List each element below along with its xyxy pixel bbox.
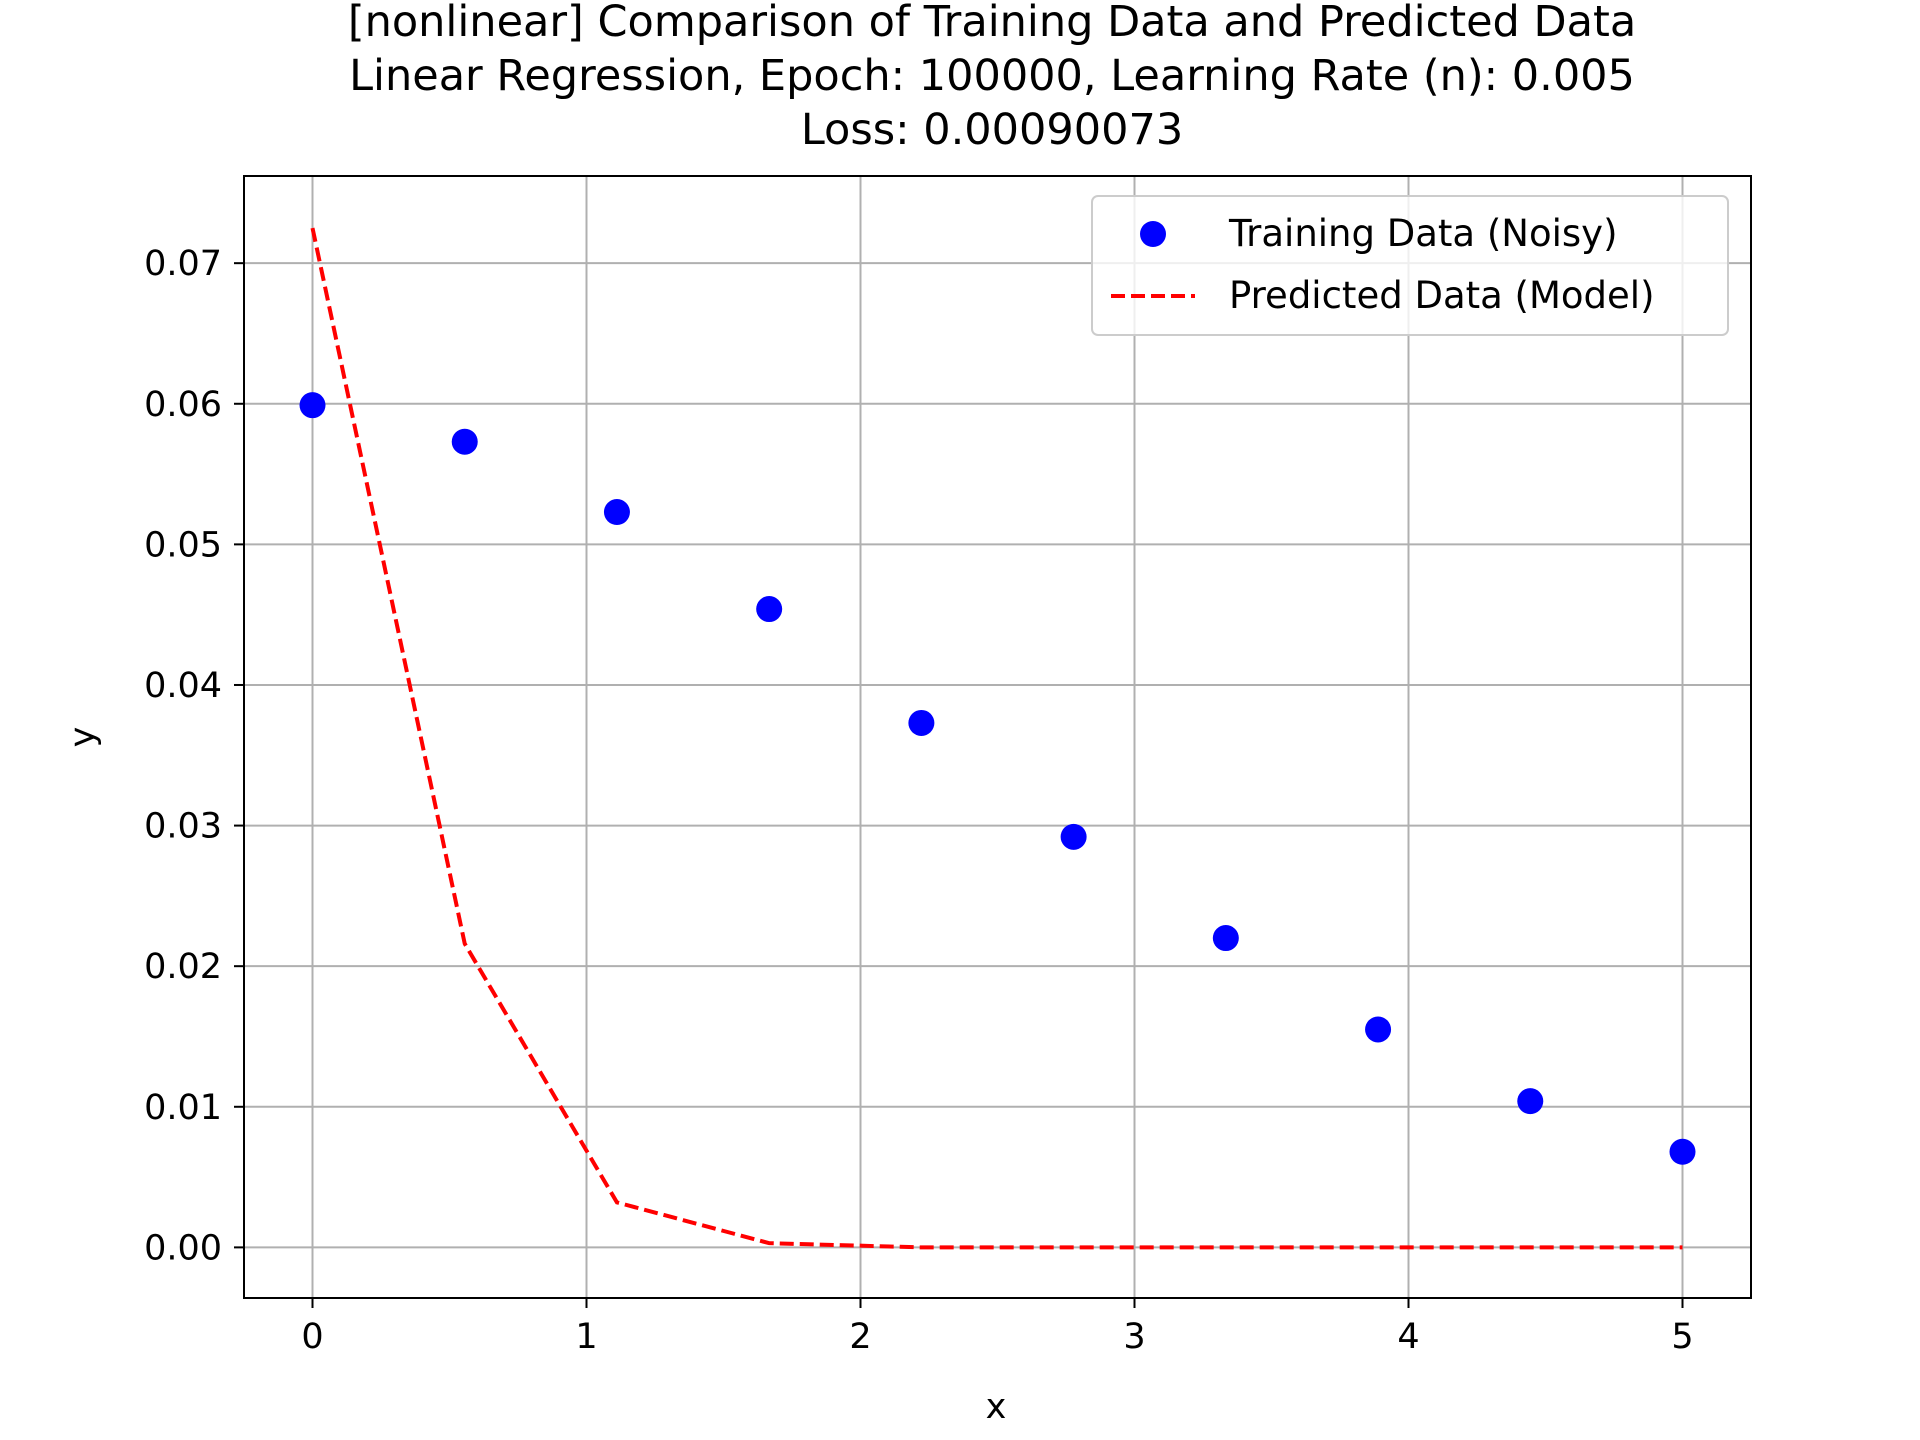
legend-label-training: Training Data (Noisy) — [1228, 212, 1618, 255]
training-point — [1365, 1016, 1392, 1043]
training-point — [908, 709, 935, 736]
y-tick-label: 0.07 — [144, 244, 222, 284]
training-point — [1669, 1138, 1696, 1165]
x-axis-label: x — [986, 1387, 1007, 1427]
y-tick-label: 0.05 — [144, 525, 222, 565]
y-tick-label: 0.06 — [144, 385, 222, 425]
x-tick-label: 5 — [1671, 1317, 1693, 1357]
x-tick-label: 4 — [1397, 1317, 1419, 1357]
chart-title: [nonlinear] Comparison of Training Data … — [348, 0, 1636, 155]
y-tick-label: 0.03 — [144, 807, 222, 847]
plot-area-frame — [243, 175, 1752, 1299]
legend-frame — [1091, 195, 1729, 336]
legend: Training Data (Noisy) Predicted Data (Mo… — [1091, 195, 1729, 336]
y-tick-label: 0.04 — [144, 666, 222, 706]
y-tick-label: 0.02 — [144, 947, 222, 987]
training-point — [1517, 1088, 1544, 1115]
series-layer — [299, 227, 1696, 1250]
training-point — [451, 428, 478, 455]
chart-title-line-2: Linear Regression, Epoch: 100000, Learni… — [349, 51, 1635, 101]
y-axis-label: y — [63, 727, 103, 748]
legend-label-predicted: Predicted Data (Model) — [1229, 274, 1655, 317]
x-tick-label: 3 — [1123, 1317, 1145, 1357]
x-tick-label: 0 — [301, 1317, 323, 1357]
training-point — [1060, 823, 1087, 850]
chart-title-line-1: [nonlinear] Comparison of Training Data … — [348, 0, 1636, 47]
x-tick-label: 2 — [849, 1317, 871, 1357]
training-point — [603, 499, 630, 526]
chart-title-line-3: Loss: 0.00090073 — [801, 105, 1183, 155]
training-point — [299, 392, 326, 419]
legend-scatter-marker — [1140, 221, 1166, 247]
y-tick-label: 0.01 — [144, 1088, 222, 1128]
y-tick-label: 0.00 — [144, 1228, 222, 1268]
predicted-line — [310, 227, 1683, 1250]
training-point — [1212, 925, 1239, 952]
grid — [244, 176, 1751, 1298]
axis-ticks: 0 1 2 3 4 5 0.00 0.01 0.02 0.03 0.04 0.05 0.06 0.07 — [144, 244, 1694, 1357]
training-point — [756, 596, 783, 623]
x-tick-label: 1 — [575, 1317, 597, 1357]
